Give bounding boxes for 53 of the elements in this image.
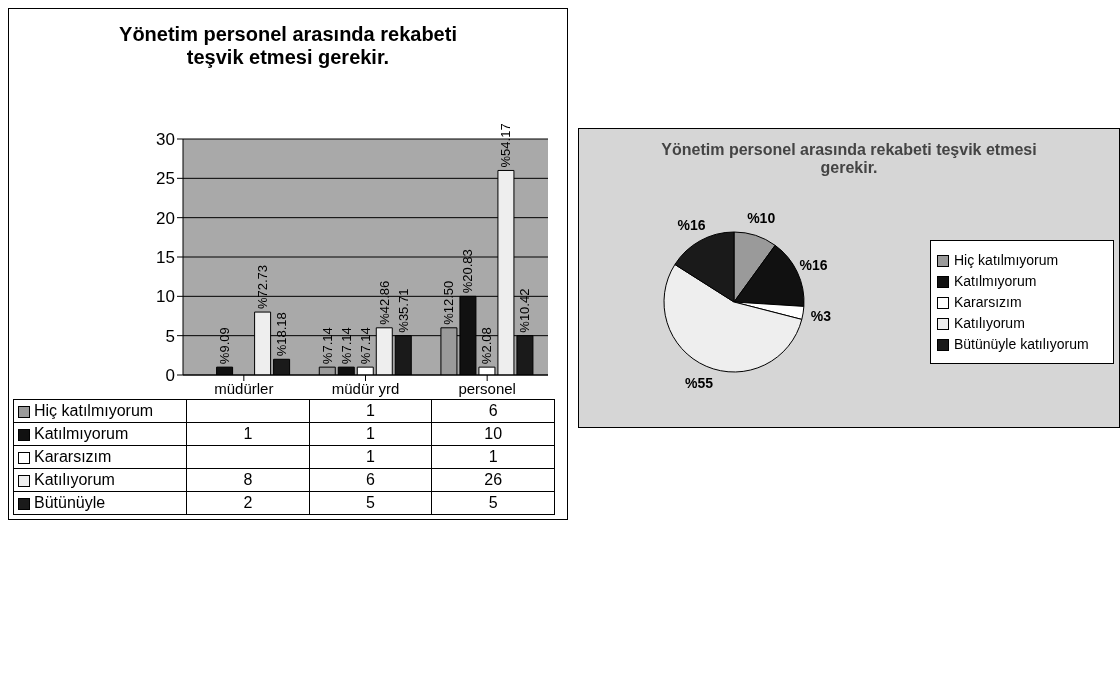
annotation: %9.09 xyxy=(217,327,233,365)
data-label: 1 xyxy=(309,422,432,446)
chart-title: Yönetim personel arasında rekabeti teşvik etmesi gerekir. xyxy=(118,22,458,69)
annotation: %7.14 xyxy=(338,327,354,365)
data-label: 1 xyxy=(309,399,432,423)
chart-title: Yönetim personel arasında rekabeti teşvik etmesi gerekir. xyxy=(660,140,1038,177)
legend-label: Hiç katılmıyorum xyxy=(954,252,1059,268)
y-tick-label: 5 xyxy=(165,326,175,346)
legend-label: Katılıyorum xyxy=(34,471,115,489)
data-label: %16 xyxy=(799,256,828,273)
x-tick-label: personel xyxy=(458,379,516,397)
annotation: %12.50 xyxy=(441,280,457,325)
data-label: %3 xyxy=(810,307,832,324)
data-label: %16 xyxy=(677,216,706,233)
data-label: 6 xyxy=(309,468,432,492)
legend-label: Bütünüyle xyxy=(34,494,106,512)
data-label: %10 xyxy=(747,210,776,227)
annotation: %54.17 xyxy=(498,123,514,168)
legend-label: Katılıyorum xyxy=(954,315,1025,331)
annotation: %7.14 xyxy=(357,327,373,365)
annotation: %72.73 xyxy=(255,264,271,310)
y-tick-label: 30 xyxy=(156,130,175,150)
data-label: 6 xyxy=(431,399,555,423)
legend-label: Katılmıyorum xyxy=(34,425,129,443)
legend-label: Katılmıyorum xyxy=(954,273,1037,289)
annotation: %7.14 xyxy=(319,327,335,365)
y-tick-label: 15 xyxy=(156,248,175,268)
legend-label: Bütünüyle katılıyorum xyxy=(954,336,1089,352)
data-label: 2 xyxy=(186,491,310,515)
y-tick-label: 10 xyxy=(156,287,175,307)
y-tick-label: 20 xyxy=(156,208,175,228)
annotation: %35.71 xyxy=(395,288,411,333)
annotation: %20.83 xyxy=(460,249,476,294)
data-label: 1 xyxy=(309,445,432,469)
legend-label: Kararsızım xyxy=(34,448,112,466)
annotation: %42.86 xyxy=(376,280,392,325)
data-label: 1 xyxy=(431,445,555,469)
y-tick-label: 0 xyxy=(165,366,175,386)
data-label: 26 xyxy=(431,468,555,492)
annotation: %10.42 xyxy=(517,288,533,333)
legend-label: Hiç katılmıyorum xyxy=(34,402,154,420)
data-label: 10 xyxy=(431,422,555,446)
data-label: 1 xyxy=(186,422,310,446)
legend-label: Kararsızım xyxy=(954,294,1022,310)
data-label: 8 xyxy=(186,468,310,492)
data-label: %55 xyxy=(685,374,714,391)
x-tick-label: müdür yrd xyxy=(331,379,400,397)
x-tick-label: müdürler xyxy=(214,379,274,397)
y-tick-label: 25 xyxy=(156,169,175,189)
annotation: %2.08 xyxy=(479,327,495,365)
annotation: %18.18 xyxy=(274,312,290,357)
data-label: 5 xyxy=(309,491,432,515)
data-label: 5 xyxy=(431,491,555,515)
